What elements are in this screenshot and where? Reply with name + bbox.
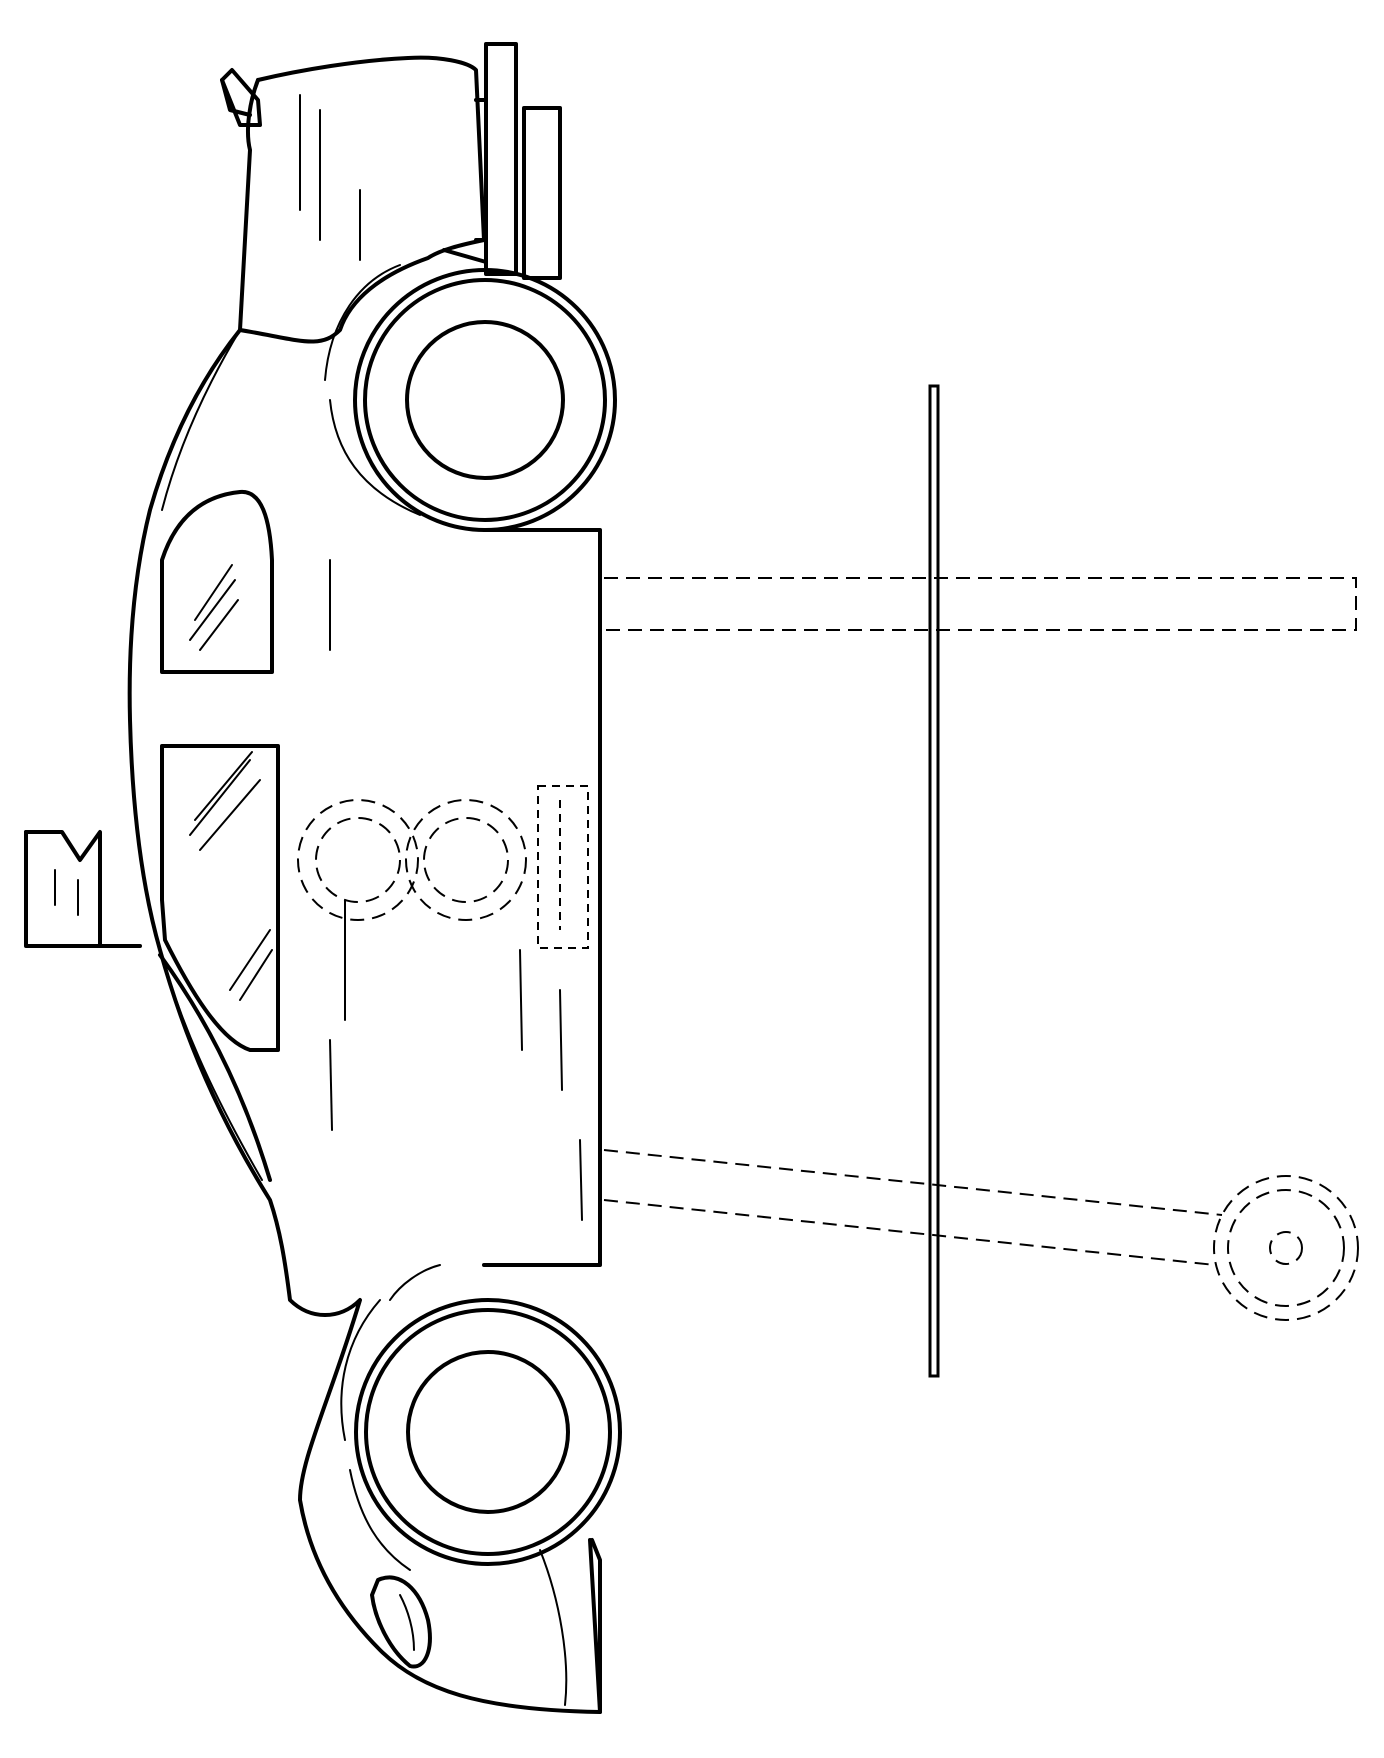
base-disk-outer — [1214, 1176, 1358, 1320]
front-tire-inner — [366, 1310, 610, 1554]
front-nose-edge — [540, 1550, 566, 1705]
rear-tire — [355, 270, 615, 530]
rear-side-window — [162, 492, 272, 672]
base-disk-center — [1270, 1232, 1302, 1264]
car-rear-edge — [240, 80, 258, 330]
rocker-top-edge — [390, 1265, 440, 1300]
roof-line — [162, 330, 240, 510]
body-rocker-panel — [484, 530, 600, 1265]
window-glare-lines — [190, 565, 272, 1000]
vertical-rod — [930, 386, 938, 1376]
body-shading-lines — [300, 95, 582, 1220]
upper-support-arm — [604, 578, 1356, 630]
front-hub — [408, 1352, 568, 1512]
number-eight-upper-inner — [316, 818, 400, 902]
headlight-detail — [400, 1595, 414, 1650]
rear-extension-bar-inner — [524, 108, 560, 278]
base-disk-inner — [1228, 1190, 1344, 1306]
front-tire — [356, 1300, 620, 1564]
rear-extension-bar-outer — [486, 44, 516, 274]
rear-tire-inner — [365, 280, 605, 520]
rear-hub — [407, 322, 563, 478]
number-eight-lower-inner — [424, 818, 508, 902]
flag — [26, 832, 140, 946]
car-body-outline — [130, 58, 600, 1712]
roof-line-front — [160, 950, 262, 1180]
lower-support-arm — [604, 1150, 1222, 1265]
slot-detail — [538, 786, 588, 948]
hood-line — [160, 955, 270, 1180]
